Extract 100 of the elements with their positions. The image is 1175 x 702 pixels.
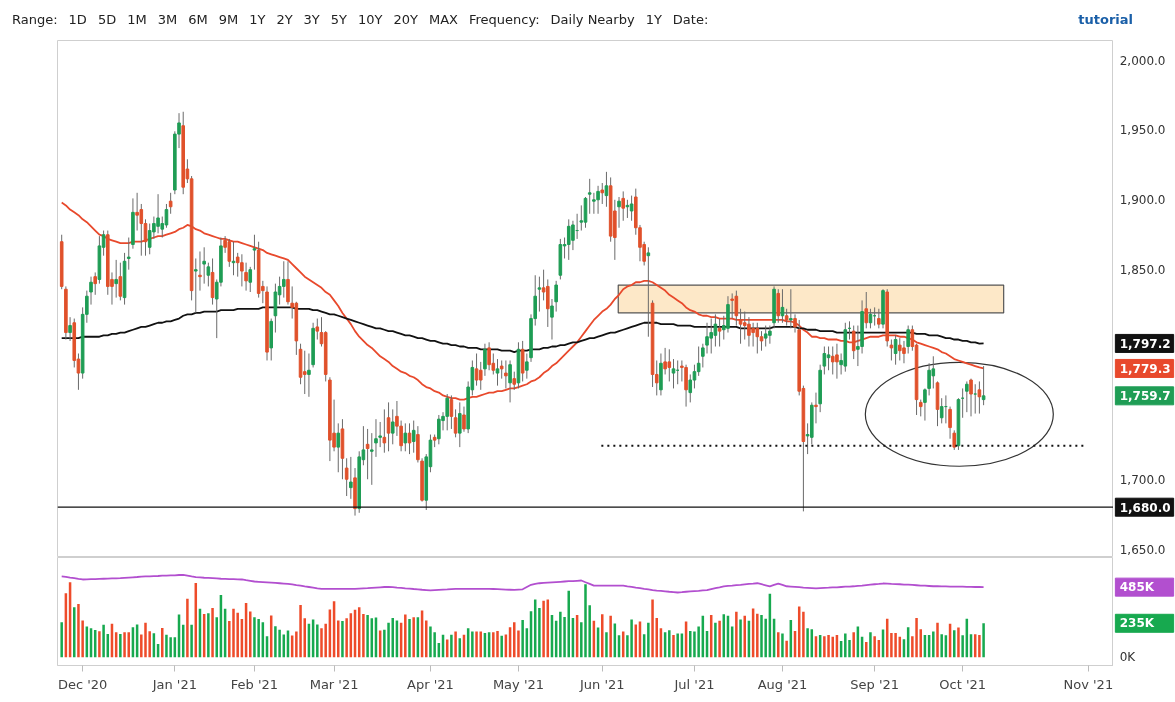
y-tick-label: 1,650.0: [1119, 542, 1166, 557]
x-tick-label: Aug '21: [757, 676, 808, 692]
candlestick: [667, 348, 672, 382]
candlestick: [302, 350, 307, 395]
candlestick: [617, 196, 621, 229]
bar: [98, 631, 101, 658]
candlestick: [281, 260, 286, 299]
candlestick: [751, 322, 755, 348]
bar: [362, 613, 365, 658]
bar: [978, 634, 981, 658]
bar: [630, 619, 633, 658]
candlestick: [453, 408, 458, 438]
bar: [764, 618, 767, 658]
candlestick: [814, 392, 818, 424]
candlestick: [738, 308, 743, 345]
bar: [739, 619, 742, 658]
bar: [471, 631, 474, 658]
y-tick-label: 0K: [1119, 650, 1137, 665]
x-tick-label: Oct '21: [939, 676, 987, 692]
bar: [735, 611, 738, 658]
bar: [249, 611, 252, 658]
candlestick: [135, 192, 139, 232]
bar: [869, 632, 872, 658]
candlestick: [755, 322, 760, 354]
candlestick: [349, 456, 353, 500]
text: Daily Nearby: [550, 10, 635, 29]
candlestick: [407, 422, 412, 455]
bar: [865, 641, 868, 658]
candlestick: [168, 192, 173, 215]
bar: [161, 627, 164, 658]
text: 3Y: [303, 10, 320, 29]
text: 20Y: [393, 10, 418, 29]
candlestick: [789, 288, 793, 329]
text: Frequency:: [469, 10, 540, 29]
candlestick: [114, 259, 118, 299]
text: tutorial: [1078, 10, 1133, 29]
bar: [500, 635, 503, 658]
x-tick-label: Nov '21: [1063, 676, 1114, 692]
bar: [890, 632, 893, 658]
bar: [676, 633, 679, 658]
bar: [320, 628, 323, 658]
candlestick: [248, 266, 253, 293]
candlestick: [902, 340, 906, 364]
bar: [391, 617, 394, 658]
candlestick: [273, 283, 278, 334]
bar: [165, 634, 168, 658]
x-tick-label: Jul '21: [673, 676, 715, 692]
text: 1Y: [249, 10, 266, 29]
candlestick: [483, 343, 487, 377]
text: Date:: [672, 10, 709, 29]
candlestick: [403, 422, 408, 452]
bar: [743, 615, 746, 658]
bar: [961, 635, 964, 658]
bar: [852, 632, 855, 658]
bar: [341, 620, 344, 658]
candlestick: [981, 365, 986, 406]
x-tick-label: Dec '20: [57, 676, 108, 692]
bar: [77, 603, 80, 658]
bar: [936, 622, 939, 658]
x-tick-label: Sep '21: [850, 676, 900, 692]
x-tick-label: Apr '21: [407, 676, 454, 692]
candlestick: [508, 359, 512, 403]
bar: [513, 622, 516, 658]
candlestick: [877, 308, 881, 329]
candlestick: [462, 406, 466, 433]
candlestick: [68, 316, 72, 342]
x-tick-label: Mar '21: [309, 676, 359, 692]
candlestick: [625, 199, 630, 219]
candlestick: [965, 380, 969, 413]
bar: [278, 629, 281, 658]
text: Range:: [12, 10, 58, 29]
text: 6M: [188, 10, 208, 29]
bar: [559, 611, 562, 658]
bar: [760, 614, 763, 658]
bar: [119, 633, 122, 658]
text: 2Y: [276, 10, 293, 29]
bar: [316, 624, 319, 658]
bar: [337, 620, 340, 658]
bar: [211, 607, 214, 658]
candlestick: [726, 295, 730, 334]
candlestick: [566, 218, 571, 261]
bar: [781, 633, 784, 658]
y-tick-label: 485K: [1119, 580, 1155, 595]
bar: [60, 622, 63, 658]
candlestick: [336, 422, 341, 473]
bar: [450, 634, 453, 658]
bar: [324, 623, 327, 658]
candlestick: [525, 352, 529, 380]
candlestick: [437, 414, 441, 445]
bar: [605, 632, 608, 658]
bar: [844, 633, 847, 658]
bar: [823, 636, 826, 658]
bar: [697, 626, 700, 658]
candlestick: [826, 346, 831, 371]
candlestick: [227, 238, 232, 268]
bar: [496, 630, 499, 658]
candlestick: [671, 358, 676, 389]
bar: [777, 632, 780, 658]
bar: [651, 599, 654, 658]
bar: [345, 618, 348, 658]
